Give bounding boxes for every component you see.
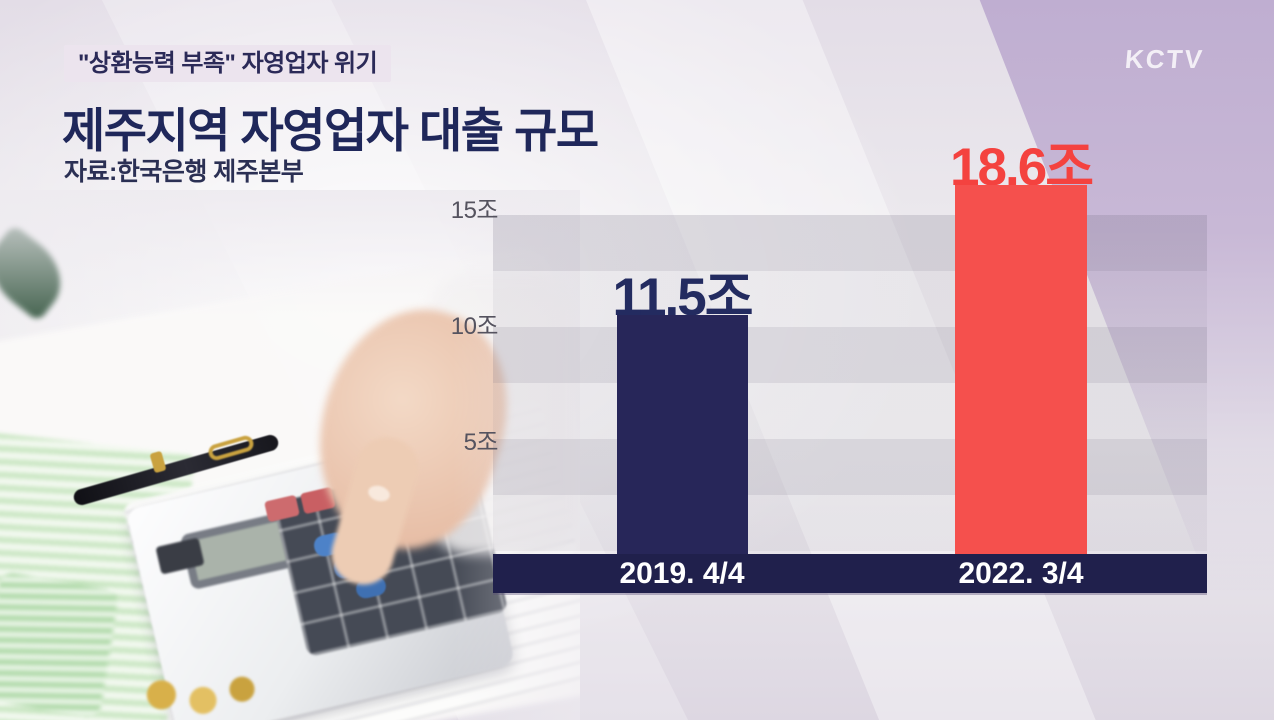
source-label: 자료:한국은행 제주본부 — [64, 158, 304, 186]
background-photo — [0, 190, 580, 720]
bar-2022-q3 — [955, 185, 1087, 554]
kctv-logo: KCTV — [1123, 44, 1206, 74]
page-title: 제주지역 자영업자 대출 규모 — [62, 104, 599, 157]
x-axis-bar: 2019. 4/4 2022. 3/4 — [493, 554, 1207, 593]
gridline-stripes — [493, 215, 1207, 551]
y-tick-15: 15조 — [450, 197, 499, 224]
x-label-2022: 2022. 3/4 — [958, 557, 1084, 590]
x-label-2019: 2019. 4/4 — [619, 557, 745, 590]
photo-fade-overlay — [0, 190, 580, 720]
y-tick-10: 10조 — [450, 313, 499, 340]
kicker-badge: "상환능력 부족" 자영업자 위기 — [64, 45, 392, 82]
y-tick-5: 5조 — [463, 429, 499, 456]
bar-2019-q4 — [617, 315, 748, 554]
